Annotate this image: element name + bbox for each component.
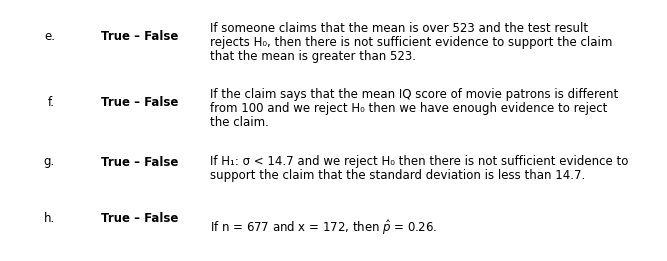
Text: True – False: True – False	[101, 29, 179, 43]
Text: If the claim says that the mean IQ score of movie patrons is different: If the claim says that the mean IQ score…	[210, 88, 618, 101]
Text: that the mean is greater than 523.: that the mean is greater than 523.	[210, 50, 416, 63]
Text: support the claim that the standard deviation is less than 14.7.: support the claim that the standard devi…	[210, 169, 585, 182]
Text: rejects H₀, then there is not sufficient evidence to support the claim: rejects H₀, then there is not sufficient…	[210, 36, 612, 49]
Text: True – False: True – False	[101, 156, 179, 169]
Text: True – False: True – False	[101, 211, 179, 224]
Text: If someone claims that the mean is over 523 and the test result: If someone claims that the mean is over …	[210, 22, 588, 35]
Text: If H₁: σ < 14.7 and we reject H₀ then there is not sufficient evidence to: If H₁: σ < 14.7 and we reject H₀ then th…	[210, 155, 628, 168]
Text: the claim.: the claim.	[210, 116, 269, 129]
Text: from 100 and we reject H₀ then we have enough evidence to reject: from 100 and we reject H₀ then we have e…	[210, 102, 608, 115]
Text: f.: f.	[48, 96, 55, 109]
Text: e.: e.	[44, 29, 55, 43]
Text: h.: h.	[44, 211, 55, 224]
Text: True – False: True – False	[101, 96, 179, 109]
Text: If n = 677 and x = 172, then $\hat{p}$ = 0.26.: If n = 677 and x = 172, then $\hat{p}$ =…	[210, 218, 438, 237]
Text: g.: g.	[44, 156, 55, 169]
